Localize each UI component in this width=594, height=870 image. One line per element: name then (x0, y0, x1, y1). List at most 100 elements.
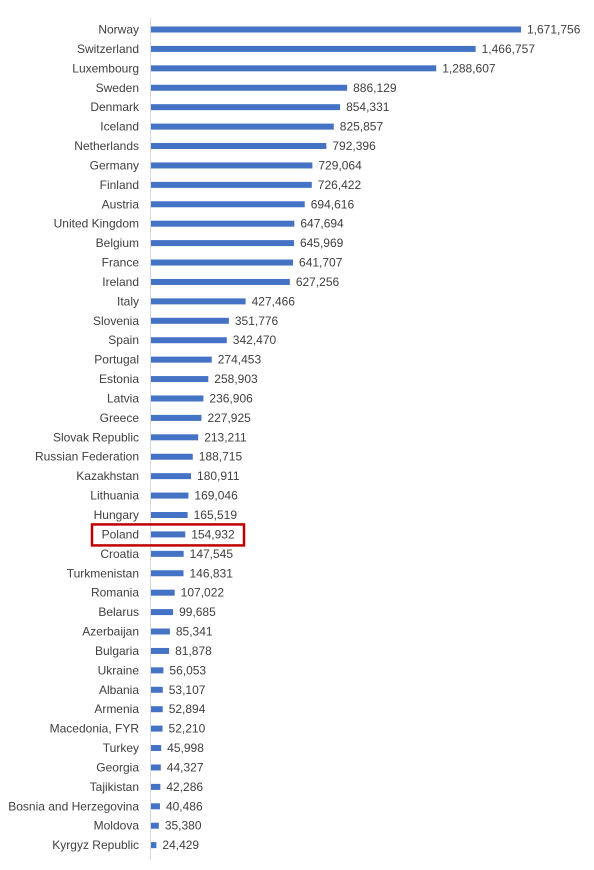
value-label-bulgaria: 81,878 (175, 644, 212, 658)
bar-hungary (151, 512, 188, 518)
bar-italy (151, 298, 246, 305)
bar-ireland (151, 278, 290, 285)
value-label-macedonia-fyr: 52,210 (169, 722, 206, 736)
value-label-ukraine: 56,053 (169, 663, 206, 677)
category-label-france: France (102, 256, 140, 270)
bar-spain (151, 337, 227, 344)
bar-denmark (151, 104, 341, 111)
category-label-estonia: Estonia (99, 372, 139, 386)
value-label-croatia: 147,545 (190, 547, 234, 561)
category-label-ireland: Ireland (102, 275, 139, 289)
category-label-bulgaria: Bulgaria (95, 644, 139, 658)
category-label-portugal: Portugal (94, 353, 139, 367)
category-label-tajikistan: Tajikistan (90, 780, 139, 794)
value-label-kazakhstan: 180,911 (197, 469, 240, 483)
category-label-romania: Romania (91, 586, 139, 600)
value-label-portugal: 274,453 (218, 353, 262, 367)
value-label-hungary: 165,519 (194, 508, 238, 522)
bar-united-kingdom (151, 220, 295, 227)
value-label-kyrgyz-republic: 24,429 (162, 838, 199, 852)
bar-luxembourg (151, 65, 437, 72)
value-label-luxembourg: 1,288,607 (442, 61, 496, 75)
bar-ukraine (151, 667, 164, 674)
bar-france (151, 259, 294, 266)
value-label-bosnia-and-herzegovina: 40,486 (166, 799, 203, 813)
value-label-armenia: 52,894 (169, 702, 206, 716)
bar-germany (151, 162, 313, 169)
category-label-azerbaijan: Azerbaijan (82, 625, 139, 639)
bar-kyrgyz-republic (151, 842, 157, 849)
value-label-france: 641,707 (299, 256, 343, 270)
category-label-iceland: Iceland (100, 120, 139, 134)
category-label-norway: Norway (98, 23, 139, 37)
category-label-slovenia: Slovenia (93, 314, 139, 328)
bar-netherlands (151, 143, 327, 150)
category-label-turkmenistan: Turkmenistan (67, 566, 139, 580)
value-label-spain: 342,470 (233, 333, 277, 347)
value-label-belarus: 99,685 (179, 605, 216, 619)
bar-bosnia-and-herzegovina (151, 803, 160, 810)
value-label-sweden: 886,129 (353, 81, 397, 95)
category-label-greece: Greece (100, 411, 140, 425)
value-label-russian-federation: 188,715 (199, 450, 243, 464)
category-label-finland: Finland (100, 178, 139, 192)
category-label-germany: Germany (90, 158, 139, 172)
bars-group: Norway 1,671,756 Switzerland 1,466,757 Luxem… (8, 23, 580, 853)
bar-slovak-republic (151, 434, 199, 441)
value-label-greece: 227,925 (207, 411, 251, 425)
value-label-moldova: 35,380 (165, 819, 202, 833)
bar-albania (151, 686, 163, 693)
value-label-tajikistan: 42,286 (166, 780, 203, 794)
value-label-azerbaijan: 85,341 (176, 625, 213, 639)
bar-tajikistan (151, 783, 161, 790)
value-label-denmark: 854,331 (346, 100, 390, 114)
category-label-italy: Italy (117, 294, 139, 308)
value-label-albania: 53,107 (169, 683, 206, 697)
value-label-austria: 694,616 (311, 197, 355, 211)
category-label-moldova: Moldova (94, 819, 140, 833)
bar-bulgaria (151, 647, 170, 654)
bar-moldova (151, 822, 159, 829)
bar-lithuania (151, 492, 189, 499)
bar-portugal (151, 356, 212, 363)
category-label-kyrgyz-republic: Kyrgyz Republic (52, 838, 139, 852)
category-label-belarus: Belarus (98, 605, 139, 619)
bar-azerbaijan (151, 628, 170, 635)
bar-latvia (151, 395, 204, 402)
value-label-poland: 154,932 (191, 527, 235, 541)
category-label-bosnia-and-herzegovina: Bosnia and Herzegovina (8, 799, 139, 813)
value-label-italy: 427,466 (252, 294, 296, 308)
value-label-switzerland: 1,466,757 (482, 42, 536, 56)
value-label-netherlands: 792,396 (332, 139, 376, 153)
category-label-united-kingdom: United Kingdom (54, 217, 139, 231)
highlight-box-poland (90, 523, 246, 547)
bar-turkey (151, 745, 162, 752)
bar-belarus (151, 609, 174, 616)
value-label-belgium: 645,969 (300, 236, 344, 250)
value-label-ireland: 627,256 (296, 275, 340, 289)
category-label-austria: Austria (102, 197, 140, 211)
value-label-united-kingdom: 647,694 (300, 217, 344, 231)
category-label-macedonia-fyr: Macedonia, FYR (50, 722, 140, 736)
bar-sweden (151, 84, 348, 91)
category-label-lithuania: Lithuania (90, 489, 139, 503)
bar-armenia (151, 706, 163, 713)
value-label-lithuania: 169,046 (194, 489, 238, 503)
category-label-sweden: Sweden (96, 81, 139, 95)
category-label-belgium: Belgium (96, 236, 139, 250)
bar-switzerland (151, 45, 476, 52)
value-label-slovenia: 351,776 (235, 314, 279, 328)
category-label-russian-federation: Russian Federation (35, 450, 139, 464)
category-label-albania: Albania (99, 683, 139, 697)
bar-slovenia (151, 317, 229, 324)
bar-macedonia-fyr (151, 725, 163, 732)
category-label-luxembourg: Luxembourg (72, 61, 139, 75)
category-label-kazakhstan: Kazakhstan (76, 469, 139, 483)
category-label-spain: Spain (108, 333, 139, 347)
category-label-denmark: Denmark (90, 100, 140, 114)
bar-turkmenistan (151, 570, 184, 577)
value-label-slovak-republic: 213,211 (204, 430, 247, 444)
bar-romania (151, 589, 175, 596)
bar-russian-federation (151, 453, 193, 460)
